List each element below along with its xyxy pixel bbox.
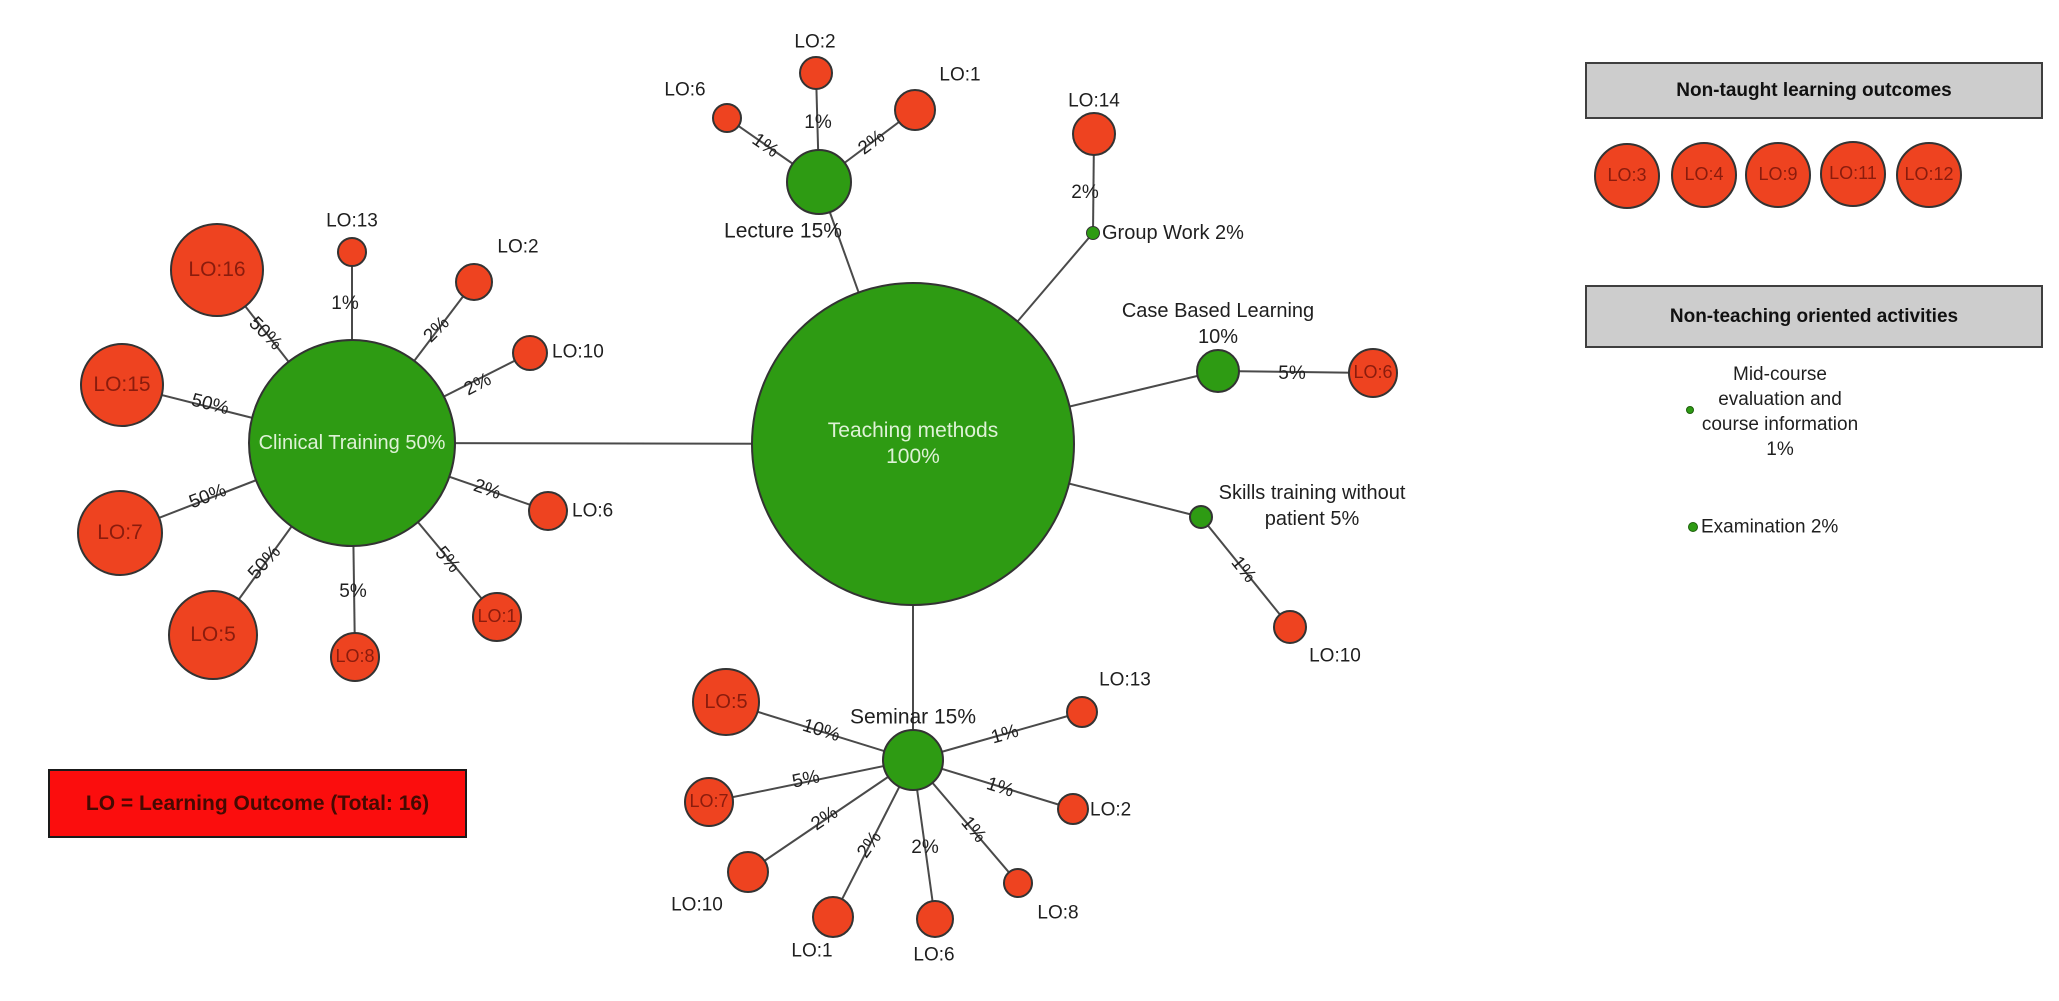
node-seminar-hub	[882, 729, 944, 791]
lecture-lo2-label: LO:2	[794, 31, 836, 53]
edge-skills-training-hub--skills-lo10	[1200, 516, 1291, 628]
node-clinical-lo5-inner-label: LO:5	[190, 623, 236, 647]
node-clinical-lo5: LO:5	[168, 590, 258, 680]
node-case-based-learning-hub	[1196, 349, 1240, 393]
seminar-lo2-label: LO:2	[1090, 799, 1132, 821]
legend-circle-lo3: LO:3	[1594, 143, 1660, 209]
node-seminar-lo8	[1003, 868, 1033, 898]
edge-case-based-learning-hub--cbl-lo6	[1217, 370, 1374, 374]
node-seminar-lo5: LO:5	[692, 668, 760, 736]
node-seminar-lo5-inner-label: LO:5	[704, 691, 748, 713]
non-taught-legend-title: Non-taught learning outcomes	[1676, 79, 1952, 101]
node-clinical-lo7: LO:7	[77, 490, 163, 576]
node-lecture-lo2	[799, 56, 833, 90]
node-seminar-lo7: LO:7	[684, 777, 734, 827]
case-based-learning-hub-label: Case Based Learning 10%	[1121, 300, 1315, 348]
node-teaching-methods-hub-inner-label: Teaching methods 100%	[827, 418, 999, 468]
group-work-hub-label: Group Work 2%	[1102, 222, 1244, 244]
legend-circle-lo9-inner-label: LO:9	[1758, 164, 1798, 185]
legend-circle-lo4-inner-label: LO:4	[1684, 164, 1724, 185]
legend-circle-lo11-inner-label: LO:11	[1829, 163, 1877, 184]
node-teaching-methods-hub: Teaching methods 100%	[751, 282, 1075, 606]
node-clinical-training-hub-inner-label: Clinical Training 50%	[258, 431, 446, 454]
node-clinical-lo1: LO:1	[472, 592, 522, 642]
node-lecture-lo6	[712, 103, 742, 133]
seminar-hub-label: Seminar 15%	[849, 705, 977, 729]
edge-seminar-hub--seminar-lo7	[708, 759, 914, 803]
legend-circle-lo11: LO:11	[1820, 141, 1886, 207]
clinical-lo2-label: LO:2	[497, 236, 539, 258]
node-cbl-lo6-inner-label: LO:6	[1353, 362, 1393, 383]
non-teaching-legend-title: Non-teaching oriented activities	[1669, 305, 1959, 327]
edge-label-11: 1%	[804, 112, 832, 133]
node-group-work-hub	[1086, 226, 1100, 240]
lo-key-box: LO = Learning Outcome (Total: 16)	[48, 769, 467, 838]
node-clinical-lo15: LO:15	[80, 343, 164, 427]
node-clinical-lo6	[528, 491, 568, 531]
skills-lo10-label: LO:10	[1309, 645, 1361, 667]
edge-label-14: 5%	[1278, 363, 1306, 384]
node-seminar-lo10	[727, 851, 769, 893]
node-clinical-lo13	[337, 237, 367, 267]
examination-dot	[1688, 522, 1698, 532]
lo-key-label: LO = Learning Outcome (Total: 16)	[85, 791, 430, 815]
lecture-hub-label: Lecture 15%	[724, 219, 842, 243]
legend-circle-lo12: LO:12	[1896, 142, 1962, 208]
edge-seminar-hub--seminar-lo10	[747, 759, 914, 873]
lecture-lo1-label: LO:1	[939, 64, 981, 86]
node-clinical-lo16-inner-label: LO:16	[188, 258, 246, 282]
seminar-lo8-label: LO:8	[1037, 902, 1079, 924]
examination-label: Examination 2%	[1701, 516, 1839, 538]
node-seminar-lo6	[916, 900, 954, 938]
edge-label-20: 2%	[911, 837, 939, 858]
mid-course-evaluation-label: Mid-course evaluation and course informa…	[1701, 364, 1859, 460]
node-clinical-lo7-inner-label: LO:7	[97, 521, 143, 545]
clinical-lo10-label: LO:10	[552, 341, 604, 363]
edge-label-13: 2%	[1071, 182, 1099, 203]
legend-circle-lo4: LO:4	[1671, 142, 1737, 208]
node-cbl-lo6: LO:6	[1348, 348, 1398, 398]
seminar-lo13-label: LO:13	[1099, 669, 1151, 691]
node-groupwork-lo14	[1072, 112, 1116, 156]
legend-circle-lo12-inner-label: LO:12	[1904, 164, 1954, 185]
node-seminar-lo1	[812, 896, 854, 938]
node-clinical-lo8: LO:8	[330, 632, 380, 682]
node-clinical-lo8-inner-label: LO:8	[335, 646, 375, 667]
node-clinical-lo16: LO:16	[170, 223, 264, 317]
seminar-lo1-label: LO:1	[791, 940, 833, 962]
clinical-lo13-label: LO:13	[326, 210, 378, 232]
lecture-lo6-label: LO:6	[664, 79, 706, 101]
legend-circle-lo9: LO:9	[1745, 142, 1811, 208]
groupwork-lo14-label: LO:14	[1068, 90, 1120, 112]
skills-training-hub-label: Skills training without patient 5%	[1218, 482, 1406, 530]
edge-label-8: 5%	[339, 581, 367, 602]
node-clinical-lo15-inner-label: LO:15	[93, 373, 151, 397]
non-taught-legend-box: Non-taught learning outcomes	[1585, 62, 2043, 119]
node-lecture-lo1	[894, 89, 936, 131]
seminar-lo10-label: LO:10	[671, 894, 723, 916]
node-skills-lo10	[1273, 610, 1307, 644]
node-clinical-lo1-inner-label: LO:1	[477, 606, 517, 627]
node-seminar-lo2	[1057, 793, 1089, 825]
mid-course-evaluation-dot	[1686, 406, 1694, 414]
node-lecture-hub	[786, 149, 852, 215]
node-seminar-lo13	[1066, 696, 1098, 728]
node-clinical-training-hub: Clinical Training 50%	[248, 339, 456, 547]
non-teaching-legend-box: Non-teaching oriented activities	[1585, 285, 2043, 348]
seminar-lo6-label: LO:6	[913, 944, 955, 966]
node-skills-training-hub	[1189, 505, 1213, 529]
node-clinical-lo10	[512, 335, 548, 371]
node-seminar-lo7-inner-label: LO:7	[689, 791, 729, 812]
edge-label-1: 1%	[331, 293, 359, 314]
node-clinical-lo2	[455, 263, 493, 301]
clinical-lo6-label: LO:6	[572, 500, 614, 522]
legend-circle-lo3-inner-label: LO:3	[1607, 165, 1647, 186]
